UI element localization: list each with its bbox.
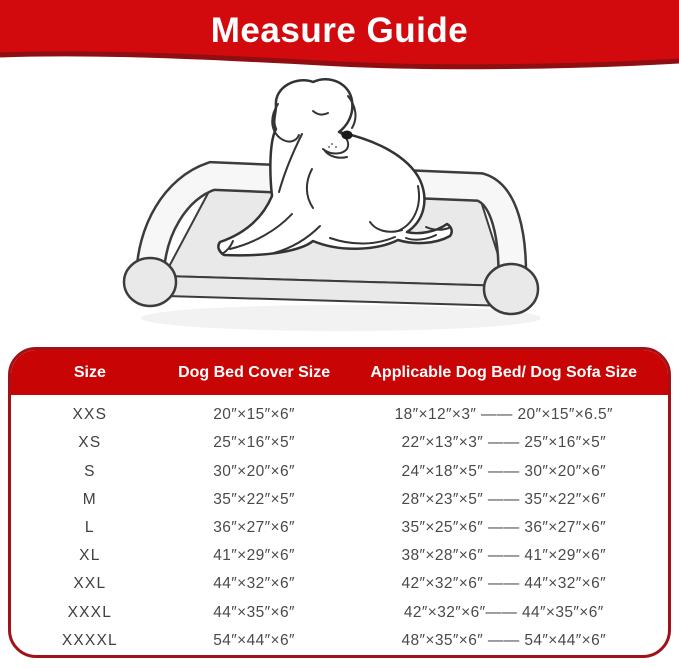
dog-details <box>221 95 450 255</box>
banner-bottom-edge <box>0 51 679 70</box>
size-value: XS <box>78 434 102 452</box>
table-row: S 30″×20″×6″ 24″×18″×5″ —— 30″×20″×6″ <box>11 457 668 485</box>
applicable-size-value: 38″×28″×6″ —— 41″×29″×6″ <box>401 547 606 565</box>
bolster-cap-right <box>482 262 540 316</box>
table-row: XXL 44″×32″×6″ 42″×32″×6″ —— 44″×32″×6″ <box>11 570 668 598</box>
column-header-size: Size <box>73 363 106 381</box>
applicable-size-value: 18″×12″×3″ —— 20″×15″×6.5″ <box>394 406 613 424</box>
dog-neck-line <box>278 133 303 193</box>
applicable-size-value: 42″×32″×6″—— 44″×35″×6″ <box>403 603 604 621</box>
bolster-cap-left <box>122 256 178 308</box>
table-row: XL 41″×29″×6″ 38″×28″×6″ —— 41″×29″×6″ <box>11 542 668 570</box>
dog-tail-line <box>425 226 450 231</box>
dog-front-paw-toes <box>221 240 234 255</box>
table-row: L 36″×27″×6″ 35″×25″×6″ —— 36″×27″×6″ <box>11 514 668 542</box>
applicable-size-value: 42″×32″×6″ —— 44″×32″×6″ <box>401 575 606 593</box>
dog-hind-thigh <box>397 185 420 232</box>
size-value: XXXL <box>67 603 113 621</box>
bed-shadow <box>141 305 541 331</box>
column-header-cover-size: Dog Bed Cover Size <box>178 363 331 381</box>
dog-eye <box>312 110 329 116</box>
table-row: M 35″×22″×5″ 28″×23″×5″ —— 35″×22″×6″ <box>11 486 668 514</box>
cover-size-value: 44″×35″×6″ <box>213 603 295 621</box>
dog-belly-line <box>329 236 396 245</box>
cover-size-value: 44″×32″×6″ <box>213 575 295 593</box>
cover-size-value: 20″×15″×6″ <box>213 406 295 424</box>
applicable-size-value: 22″×13″×3″ —— 25″×16″×5″ <box>401 434 606 452</box>
column-header-applicable-size: Applicable Dog Bed/ Dog Sofa Size <box>370 363 638 381</box>
applicable-size-value: 48″×35″×6″ —— 54″×44″×6″ <box>401 631 606 649</box>
applicable-size-value: 28″×23″×5″ —— 35″×22″×6″ <box>401 490 606 508</box>
size-value: S <box>84 462 96 480</box>
dog-hind-leg <box>369 221 403 233</box>
size-value: XXS <box>72 406 108 424</box>
cover-size-value: 35″×22″×5″ <box>213 490 295 508</box>
dog-mouth <box>324 150 348 159</box>
size-table-body: XXS 20″×15″×6″ 18″×12″×3″ —— 20″×15″×6.5… <box>11 395 668 655</box>
table-row: XXS 20″×15″×6″ 18″×12″×3″ —— 20″×15″×6.5… <box>11 401 668 429</box>
applicable-size-value: 35″×25″×6″ —— 36″×27″×6″ <box>401 518 606 536</box>
banner-background <box>0 0 679 67</box>
dog-front-leg-2 <box>273 225 321 254</box>
applicable-size-value: 24″×18″×5″ —— 30″×20″×6″ <box>401 462 606 480</box>
size-value: XL <box>79 547 101 565</box>
dog-front-leg-1 <box>229 213 293 250</box>
dog-bed-illustration <box>122 77 541 331</box>
dog-nose <box>341 130 353 140</box>
size-value: L <box>84 518 95 536</box>
cover-size-value: 41″×29″×6″ <box>213 547 295 565</box>
size-value: M <box>82 490 97 508</box>
dog-hind-paw <box>405 234 437 241</box>
banner-ribbon <box>0 0 679 70</box>
table-row: XS 25″×16″×5″ 22″×13″×3″ —— 25″×16″×5″ <box>11 429 668 457</box>
size-value: XXL <box>73 575 107 593</box>
dog-body <box>217 77 453 257</box>
bolster-fill <box>137 163 525 299</box>
dog-left-ear <box>271 103 300 143</box>
dog-whisker-dots <box>328 143 337 148</box>
dog-chest-line <box>305 168 314 209</box>
table-row: XXXXL 54″×44″×6″ 48″×35″×6″ —— 54″×44″×6… <box>11 627 668 655</box>
size-table-header: Size Dog Bed Cover Size Applicable Dog B… <box>11 350 668 395</box>
dog-right-ear <box>347 95 357 129</box>
size-table: Size Dog Bed Cover Size Applicable Dog B… <box>8 347 671 658</box>
page-title: Measure Guide <box>210 11 469 50</box>
cover-size-value: 25″×16″×5″ <box>213 434 295 452</box>
table-row: XXXL 44″×35″×6″ 42″×32″×6″—— 44″×35″×6″ <box>11 599 668 627</box>
size-value: XXXXL <box>61 631 118 649</box>
cover-size-value: 54″×44″×6″ <box>213 631 295 649</box>
cover-size-value: 30″×20″×6″ <box>213 462 295 480</box>
cover-size-value: 36″×27″×6″ <box>213 518 295 536</box>
